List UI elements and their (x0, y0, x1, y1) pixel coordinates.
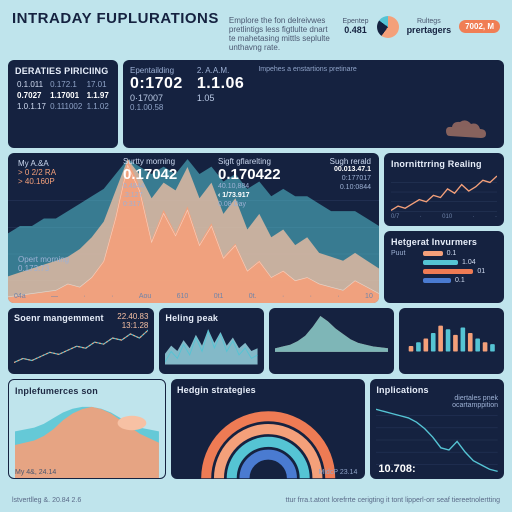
metric: Epentailding 0:1702 0·17007 0.1.00.58 (130, 66, 183, 112)
concentric-arcs-chart (177, 398, 359, 479)
mini-line-panel: Inornittrring Realing 0/7·010·· (384, 153, 504, 226)
strip-row: Soenr mangemment 22.40.8313:1.28 Heling … (8, 308, 504, 374)
bottom-wave-chart (15, 399, 159, 479)
horizontal-bars: Puut0.11.04010.1 (391, 250, 497, 284)
chart-x-axis: 04a—··Aou6100t10t.···10 (14, 293, 373, 300)
implications-panel: Inplications diertales pnekocartamppitio… (370, 379, 504, 479)
intraday-area-chart (8, 153, 379, 303)
metric: 2. A.a.M. 1.1.06 1.05 (197, 66, 244, 103)
header-bar: INTRADAY FUPLURATIONS Emplore the fon de… (8, 8, 504, 56)
hedging-panel: Hedgin strategies MidcP 23.14 (171, 379, 365, 479)
header-stat: Epentep0.481 (342, 18, 368, 36)
panel-title: DERATIES PIRICIING (15, 66, 111, 76)
headline-panel: Epentailding 0:1702 0·17007 0.1.00.58 2.… (123, 60, 504, 148)
dashboard-canvas: INTRADAY FUPLURATIONS Emplore the fon de… (0, 0, 512, 512)
strip-panel-4 (399, 308, 504, 374)
strip-panel-2: Heling peak (159, 308, 264, 374)
mini-line-chart (391, 172, 497, 214)
page-title: INTRADAY FUPLURATIONS (12, 10, 219, 27)
header-pie-icon (377, 16, 399, 38)
bars-panel: Hetgerat Invurmers Puut0.11.04010.1 (384, 231, 504, 304)
derivatives-table: 0.1.0110.172.117.010.70271.170011.1.971.… (15, 79, 111, 112)
strip-panel-3 (269, 308, 394, 374)
open-morning-label: Opert morning 0.173.73 (18, 255, 69, 273)
chart-callouts: My A.&A > 0 2/2 RA > 40.160P (18, 159, 56, 186)
cloud-icon (438, 116, 498, 144)
main-grid: DERATIES PIRICIING 0.1.0110.172.117.010.… (8, 60, 504, 493)
strip-wave-chart (165, 326, 258, 366)
header-stats: Epentep0.481 Rultegsprertagers 7002, M (342, 16, 500, 38)
strip-panel-1: Soenr mangemment 22.40.8313:1.28 (8, 308, 154, 374)
bottom-row: Inplefumerces son My 4&, 24.14 Hedgin st… (8, 379, 504, 479)
header-stat: Rultegsprertagers (407, 18, 452, 36)
page-subtitle: Emplore the fon delreivwes pretlintigs l… (229, 16, 333, 52)
footer: lstvertlleg &. 20.84 2.6 ttur frra.t.ato… (8, 497, 504, 504)
strip-area-chart (275, 313, 388, 353)
strip-bar-chart (405, 313, 498, 353)
headline-metrics: Epentailding 0:1702 0·17007 0.1.00.58 2.… (130, 66, 497, 112)
main-chart-panel: My A.&A > 0 2/2 RA > 40.160P Surtty morn… (8, 153, 379, 303)
strip-line-chart (14, 326, 148, 366)
header-pill: 7002, M (459, 20, 500, 33)
bottom-wave-panel: Inplefumerces son My 4&, 24.14 (8, 379, 166, 479)
right-column: Inornittrring Realing 0/7·010·· Hetgerat… (384, 153, 504, 303)
derivatives-panel: DERATIES PIRICIING 0.1.0110.172.117.010.… (8, 60, 118, 148)
